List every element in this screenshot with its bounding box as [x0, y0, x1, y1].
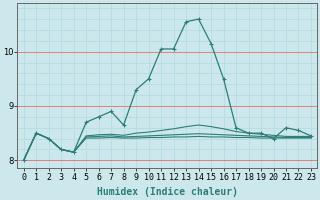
X-axis label: Humidex (Indice chaleur): Humidex (Indice chaleur): [97, 187, 238, 197]
